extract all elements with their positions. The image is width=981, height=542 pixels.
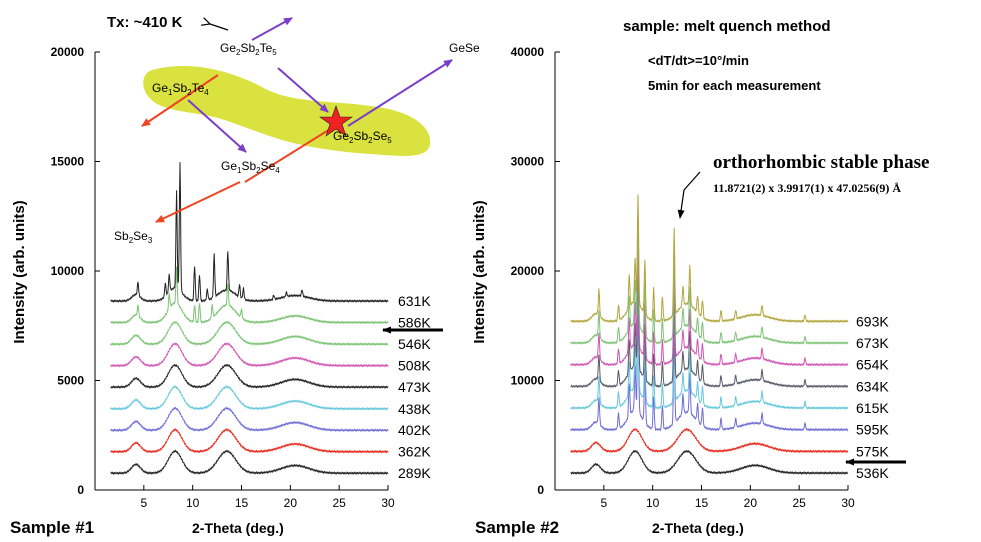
series-line-673K <box>570 215 849 345</box>
series-label-473K: 473K <box>398 379 431 395</box>
x-tick-label: 10 <box>646 496 660 510</box>
x-tick-label: 15 <box>695 496 709 510</box>
series-label-634K: 634K <box>856 378 889 394</box>
sample-method: sample: melt quench method <box>623 18 831 35</box>
plot-frame-2 <box>554 52 848 491</box>
series-line-575K <box>570 427 849 454</box>
series-label-595K: 595K <box>856 422 889 438</box>
phase-title: orthorhombic stable phase <box>713 152 929 173</box>
arrow-te4-to-se4 <box>187 99 247 153</box>
x-tick-label: 25 <box>332 496 346 510</box>
series-label-438K: 438K <box>398 401 431 417</box>
series-line-586K <box>110 266 389 325</box>
y-tick-label: 15000 <box>51 155 85 169</box>
series-line-546K <box>110 320 389 347</box>
label-ge2sb2te5: Ge2Sb2Te5 <box>220 41 277 57</box>
series-line-634K <box>570 258 849 389</box>
label-ge2sb2se5: Ge2Sb2Se5 <box>333 129 392 145</box>
label-ge1sb2se4: Ge1Sb2Se4 <box>221 159 280 175</box>
x-tick-label: 5 <box>140 496 147 510</box>
series-label-362K: 362K <box>398 444 431 460</box>
series-label-402K: 402K <box>398 422 431 438</box>
x-axis-ticks-2: 5 10 15 20 25 30 <box>600 485 855 510</box>
sample-label-1: Sample #1 <box>10 518 94 537</box>
arrow-upper <box>251 17 293 41</box>
y-tick-label: 30000 <box>511 155 545 169</box>
arrow-te5-to-se5 <box>277 67 329 113</box>
series-line-654K <box>570 237 849 367</box>
y-tick-label: 10000 <box>511 374 545 388</box>
tx-arrow <box>210 24 229 31</box>
composition-diagram: Tx: ~410 K GeSe Ge2Sb2Te5 Ge1Sb2Te4 Ge2S… <box>107 14 480 245</box>
series-labels-1: 289K 362K 402K 438K 473K 508K 546K 586K 631K <box>398 293 431 481</box>
y-axis-ticks-1: 0 5000 10000 15000 20000 <box>51 45 100 497</box>
series-line-289K <box>110 449 389 476</box>
x-axis-label-1: 2-Theta (deg.) <box>192 520 284 536</box>
series-line-595K <box>570 301 849 432</box>
series-line-402K <box>110 406 389 433</box>
label-ge1sb2te4: Ge1Sb2Te4 <box>152 81 209 97</box>
x-axis-ticks-1: 5 10 15 20 25 30 <box>140 485 395 510</box>
series-group-2 <box>570 194 849 475</box>
series-line-693K <box>570 194 849 324</box>
series-label-289K: 289K <box>398 465 431 481</box>
tx-label: Tx: ~410 K <box>107 14 183 31</box>
series-label-575K: 575K <box>856 443 889 459</box>
y-tick-label: 0 <box>537 483 544 497</box>
y-tick-label: 20000 <box>51 45 85 59</box>
series-labels-2: 536K 575K 595K 615K 634K 654K 673K 693K <box>856 313 889 481</box>
series-label-615K: 615K <box>856 400 889 416</box>
series-line-438K <box>110 385 389 411</box>
arrow-to-sb2se3 <box>155 181 241 223</box>
y-axis-label-2: Intensity (arb. units) <box>471 200 488 343</box>
y-axis-ticks-2: 0 10000 20000 30000 40000 <box>511 45 560 497</box>
x-tick-label: 30 <box>841 496 855 510</box>
series-label-586K: 586K <box>398 314 431 330</box>
y-axis-label-1: Intensity (arb. units) <box>11 200 28 343</box>
series-label-693K: 693K <box>856 313 889 329</box>
series-label-631K: 631K <box>398 293 431 309</box>
x-tick-label: 5 <box>600 496 607 510</box>
series-label-536K: 536K <box>856 465 889 481</box>
series-line-508K <box>110 342 389 368</box>
y-tick-label: 0 <box>77 483 84 497</box>
series-line-615K <box>570 279 849 410</box>
x-axis-label-2: 2-Theta (deg.) <box>652 520 744 536</box>
series-line-362K <box>110 427 389 454</box>
x-tick-label: 30 <box>381 496 395 510</box>
x-tick-label: 25 <box>792 496 806 510</box>
star-icon <box>319 105 353 137</box>
arrow-to-gese <box>347 59 453 127</box>
series-line-536K <box>570 449 849 475</box>
sample-label-2: Sample #2 <box>475 518 559 537</box>
series-line-631K <box>110 162 389 304</box>
series-group-1 <box>110 162 389 476</box>
series-label-673K: 673K <box>856 335 889 351</box>
label-sb2se3: Sb2Se3 <box>114 229 153 245</box>
arrow-to-ge1sb2te4 <box>141 74 219 127</box>
phase-region-blob <box>143 65 431 156</box>
x-tick-label: 20 <box>284 496 298 510</box>
panel-sample-1: 0 5000 10000 15000 20000 5 10 15 20 25 30 289K 362… <box>10 45 443 537</box>
x-tick-label: 15 <box>235 496 249 510</box>
y-tick-label: 40000 <box>511 45 545 59</box>
lattice-parameters: 11.8721(2) x 3.9917(1) x 47.0256(9) Å <box>713 181 901 195</box>
phase-pointer-arrow <box>677 171 701 219</box>
line-se5-to-se4 <box>244 125 336 183</box>
measurement-time: 5min for each measurement <box>648 78 821 93</box>
y-tick-label: 10000 <box>51 264 85 278</box>
x-tick-label: 10 <box>186 496 200 510</box>
series-label-508K: 508K <box>398 358 431 374</box>
y-tick-label: 20000 <box>511 264 545 278</box>
x-tick-label: 20 <box>744 496 758 510</box>
heating-rate: <dT/dt>=10°/min <box>648 53 749 68</box>
y-tick-label: 5000 <box>57 374 84 388</box>
label-gese: GeSe <box>449 41 480 55</box>
series-label-654K: 654K <box>856 357 889 373</box>
series-line-473K <box>110 363 389 389</box>
series-label-546K: 546K <box>398 336 431 352</box>
panel-sample-2: 0 10000 20000 30000 40000 5 10 15 20 25 30 536K 57… <box>471 18 929 537</box>
